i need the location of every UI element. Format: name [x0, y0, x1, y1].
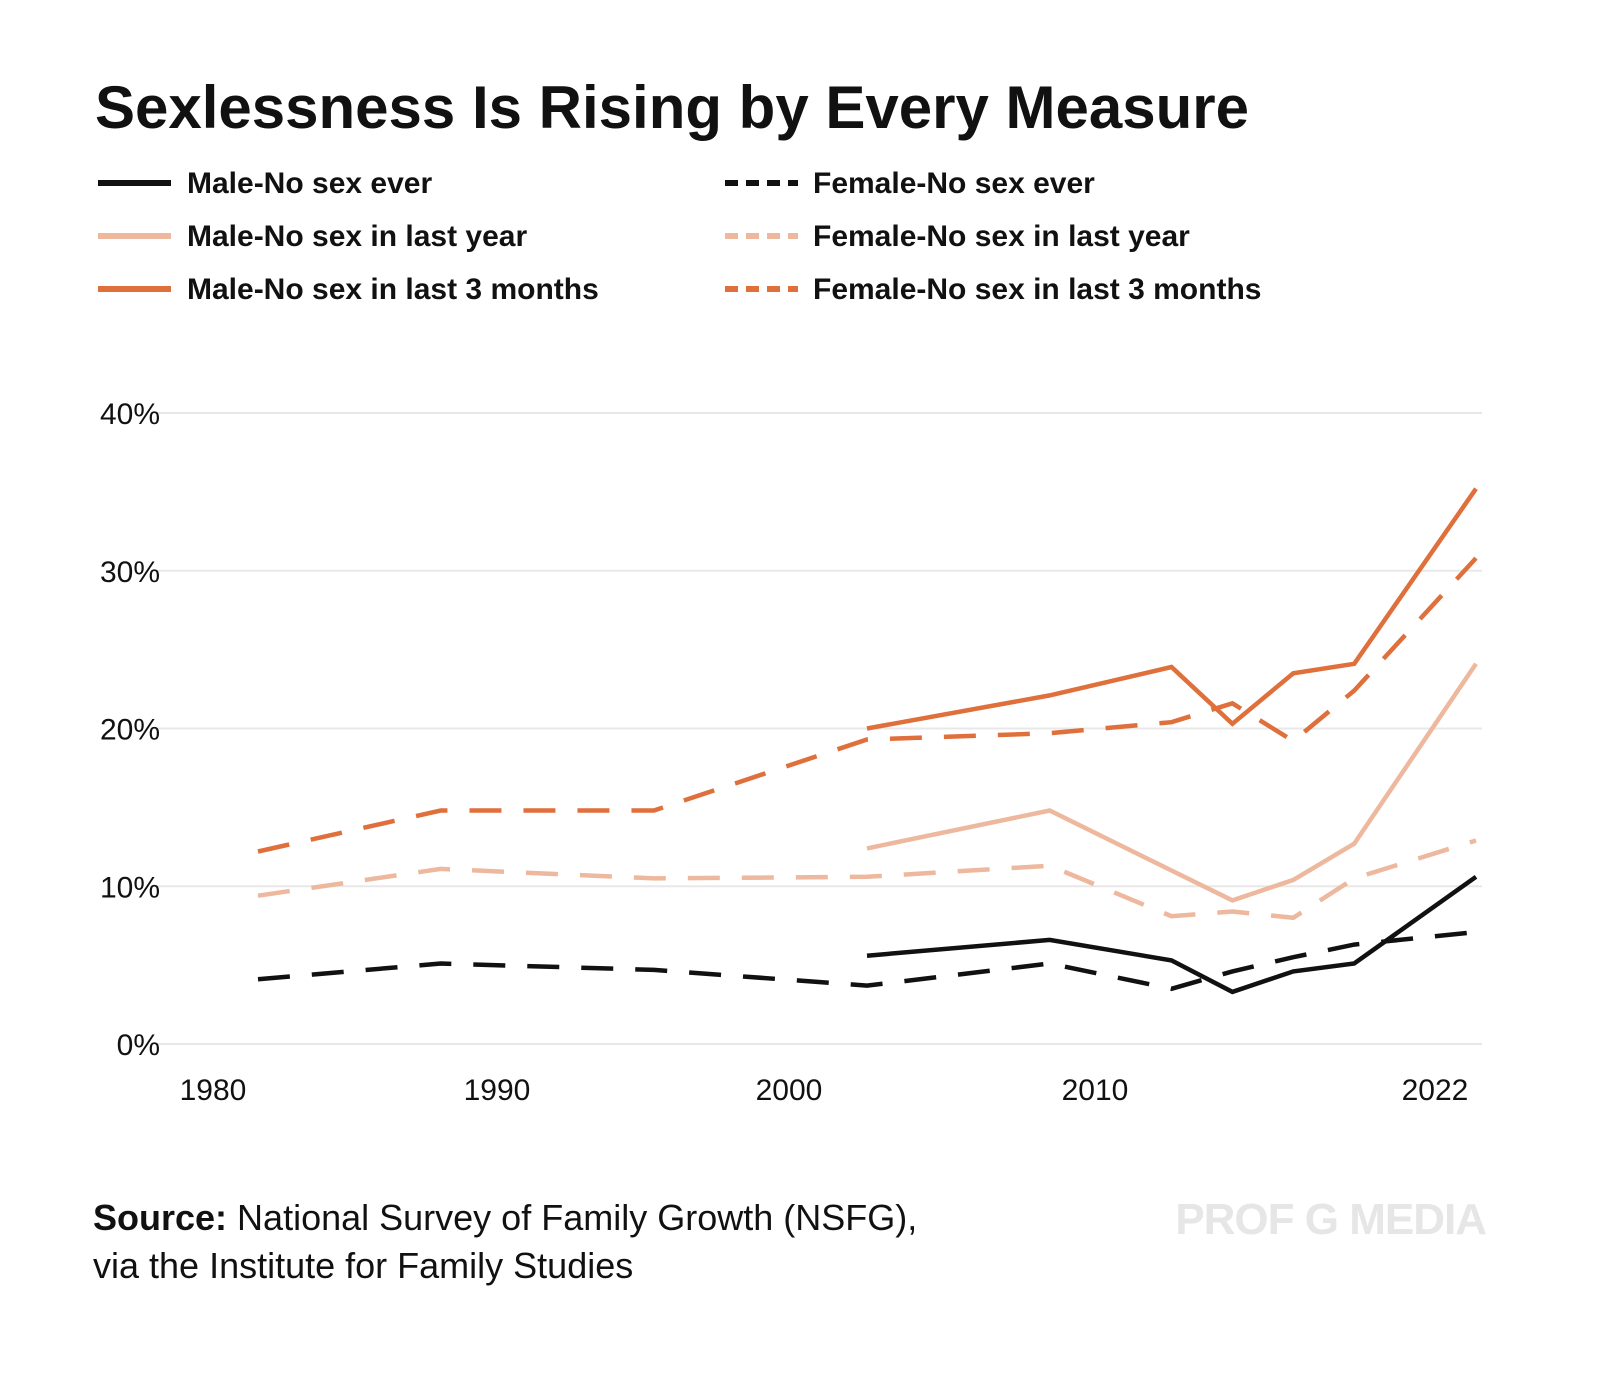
- legend-label: Male-No sex in last 3 months: [187, 273, 599, 306]
- gridlines: [155, 412, 1482, 1045]
- legend-label: Female-No sex in last year: [813, 220, 1190, 253]
- x-tick-label: 2000: [756, 1074, 823, 1107]
- x-tick-label: 1990: [464, 1074, 531, 1107]
- series-lines: [257, 487, 1478, 995]
- x-tick-label: 2022: [1402, 1074, 1469, 1107]
- series-line-male-no-sex-in-last-year: [866, 662, 1478, 903]
- legend-label: Female-No sex ever: [813, 167, 1095, 200]
- y-tick-label: 30%: [100, 556, 160, 589]
- x-tick-label: 1980: [180, 1074, 247, 1107]
- source-line-2: via the Institute for Family Studies: [93, 1245, 633, 1286]
- series-line-female-no-sex-in-last-3-months: [257, 556, 1478, 854]
- series-line-male-no-sex-in-last-3-months: [866, 487, 1478, 731]
- watermark-logo: PROF G MEDIA: [1175, 1195, 1486, 1244]
- y-tick-label: 20%: [100, 714, 160, 747]
- x-tick-label: 2010: [1062, 1074, 1129, 1107]
- x-axis: 1980 1990 2000 2010 2022: [180, 1074, 1469, 1107]
- source-label: Source:: [93, 1197, 227, 1238]
- y-tick-label: 10%: [100, 871, 160, 904]
- series-line-female-no-sex-ever: [257, 929, 1477, 992]
- legend-label: Male-No sex in last year: [187, 220, 527, 253]
- y-tick-label: 40%: [100, 398, 160, 431]
- series-line-male-no-sex-ever: [866, 874, 1478, 995]
- legend: Male-No sex ever Female-No sex ever Male-N…: [98, 167, 1261, 306]
- source-note: Source: National Survey of Family Growth…: [93, 1197, 917, 1238]
- legend-label: Male-No sex ever: [187, 167, 432, 200]
- series-line-female-no-sex-in-last-year: [257, 838, 1477, 921]
- chart-title: Sexlessness Is Rising by Every Measure: [95, 74, 1249, 141]
- source-line-1: National Survey of Family Growth (NSFG),: [227, 1197, 917, 1238]
- y-tick-label: 0%: [117, 1029, 160, 1062]
- y-axis: 0% 10% 20% 30% 40%: [100, 398, 160, 1062]
- legend-label: Female-No sex in last 3 months: [813, 273, 1261, 306]
